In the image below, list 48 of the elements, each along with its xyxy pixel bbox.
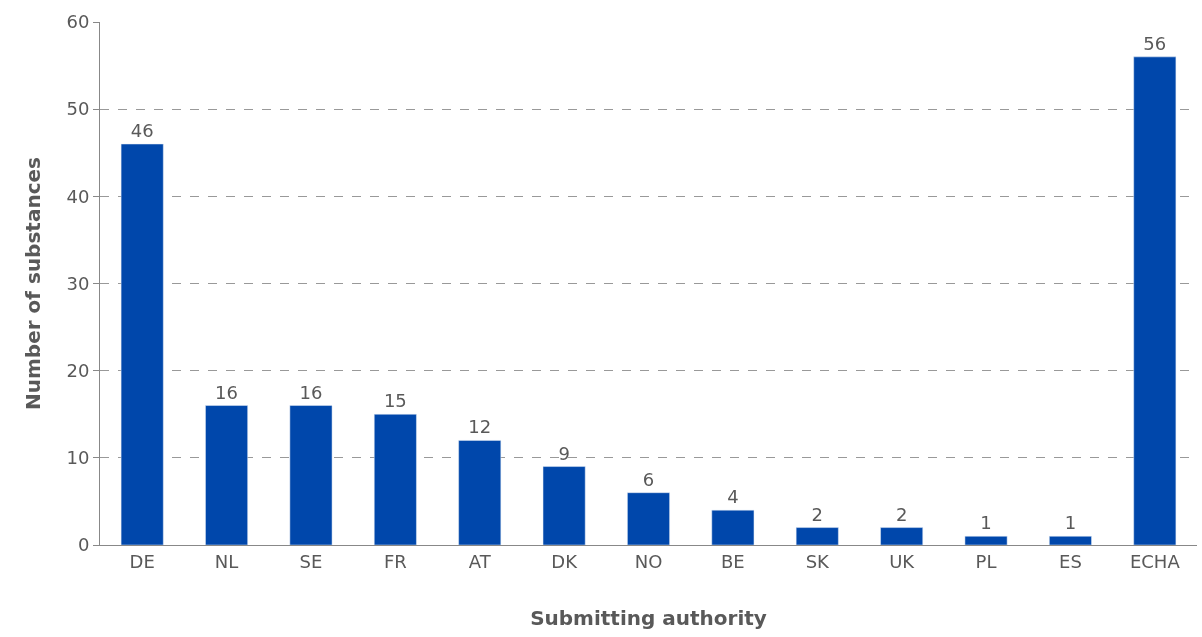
data-label: 9	[558, 442, 570, 464]
bar	[458, 440, 502, 545]
x-tick-label: AT	[468, 550, 492, 572]
x-tick-label: NL	[214, 550, 239, 572]
x-tick-label: SE	[299, 550, 323, 572]
data-label: 46	[130, 120, 154, 142]
x-tick-label: UK	[889, 550, 916, 572]
y-tick-label: 60	[66, 11, 90, 33]
x-tick-label: DK	[551, 550, 579, 572]
y-tick-label: 30	[66, 272, 90, 294]
y-tick-label: 40	[66, 185, 90, 207]
data-label: 2	[811, 503, 823, 525]
y-tick-label: 0	[77, 534, 90, 556]
x-tick-label: SK	[805, 550, 831, 572]
x-tick-label: ES	[1059, 550, 1082, 572]
bar	[1133, 56, 1177, 545]
data-label: 4	[727, 486, 739, 508]
x-tick-label: NO	[634, 550, 663, 572]
data-label: 6	[642, 468, 655, 490]
bar	[289, 405, 333, 545]
bar	[627, 492, 670, 545]
data-label: 16	[215, 381, 239, 403]
bar	[120, 143, 164, 545]
data-label: 16	[299, 381, 323, 403]
y-tick-label: 20	[66, 359, 90, 381]
data-label: 12	[468, 416, 492, 438]
x-tick-label: BE	[721, 550, 745, 572]
bar	[205, 405, 248, 545]
y-tick-label: 10	[66, 447, 90, 469]
bar	[711, 509, 755, 545]
y-axis-title: Number of substances	[20, 157, 45, 410]
x-tick-label: PL	[975, 550, 997, 572]
x-tick-label: FR	[383, 550, 407, 572]
bar	[1049, 536, 1092, 545]
data-label: 56	[1143, 32, 1167, 54]
y-tick-label: 50	[66, 98, 90, 120]
bar	[880, 527, 923, 545]
data-label: 1	[1064, 512, 1077, 534]
bar	[964, 536, 1008, 545]
bar	[374, 414, 417, 545]
x-tick-label: ECHA	[1129, 550, 1181, 572]
data-label: 1	[980, 512, 992, 534]
bar	[542, 466, 586, 545]
data-label: 15	[383, 390, 407, 412]
x-axis-title: Submitting authority	[530, 606, 767, 631]
x-tick-label: DE	[129, 550, 155, 572]
data-label: 2	[895, 503, 908, 525]
bar	[795, 527, 839, 545]
